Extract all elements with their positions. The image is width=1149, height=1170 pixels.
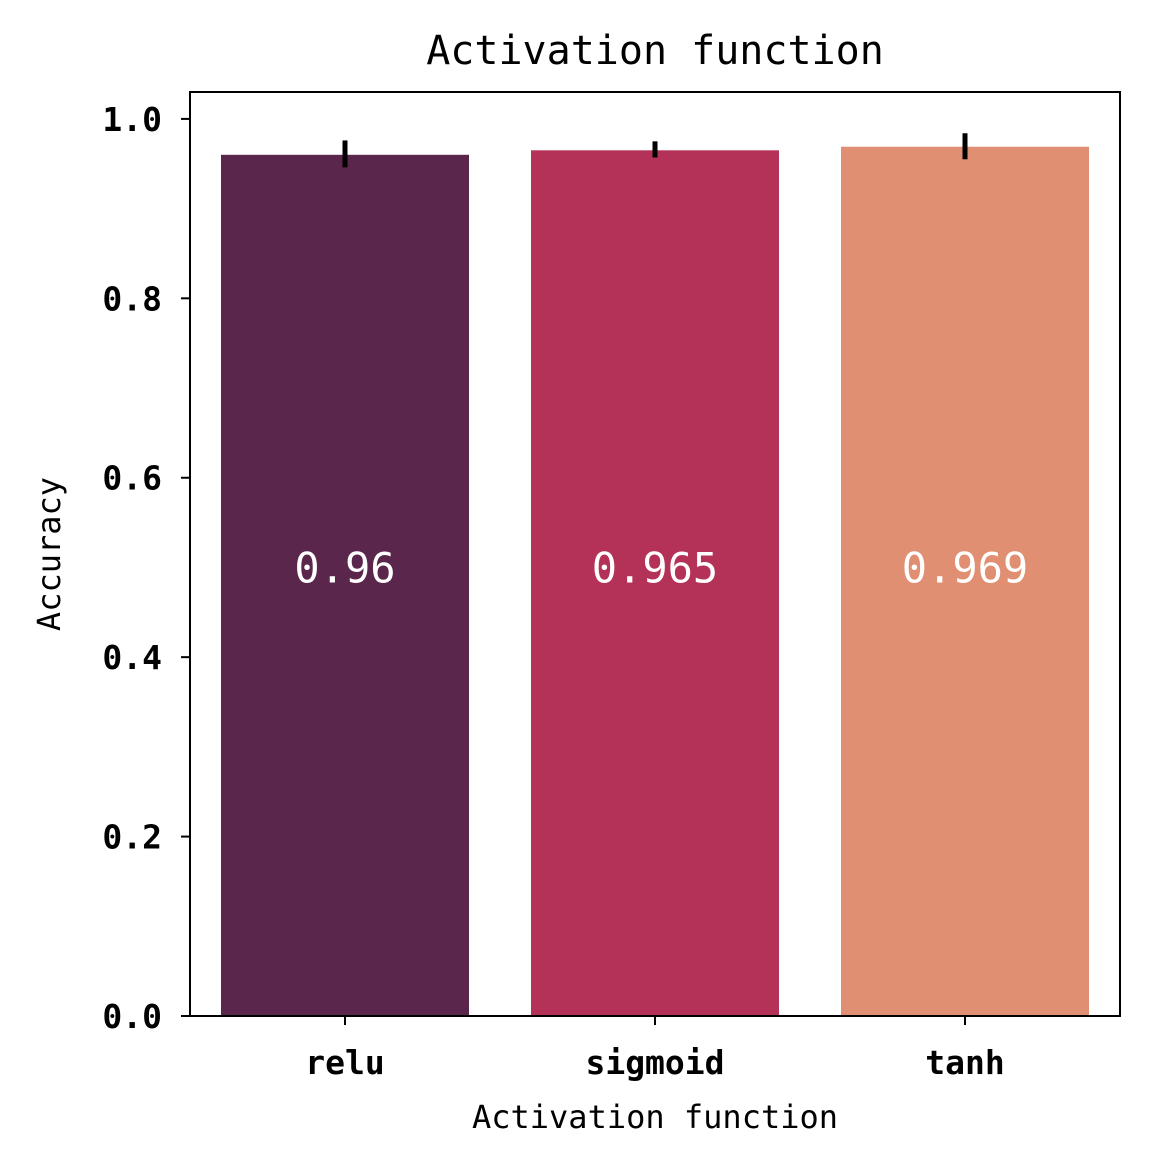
chart-title: Activation function — [426, 28, 884, 74]
x-axis-label: Activation function — [472, 1098, 838, 1136]
bar-tanh — [841, 146, 1089, 1016]
y-tick-label: 0.6 — [102, 459, 162, 498]
y-tick-label: 1.0 — [102, 100, 162, 139]
y-axis-label: Accuracy — [30, 477, 68, 631]
y-tick-label: 0.4 — [102, 638, 162, 677]
x-tick-label-tanh: tanh — [925, 1043, 1004, 1082]
x-axis: relu sigmoid tanh — [305, 1016, 1005, 1082]
bar-relu — [221, 154, 469, 1016]
data-label-tanh: 0.969 — [902, 543, 1028, 592]
error-bars-group — [342, 133, 968, 168]
data-labels-group: 0.96 0.965 0.969 — [294, 543, 1028, 592]
bar-sigmoid — [531, 150, 779, 1017]
data-label-sigmoid: 0.965 — [592, 543, 718, 592]
x-tick-label-relu: relu — [305, 1043, 384, 1082]
x-tick-label-sigmoid: sigmoid — [585, 1043, 724, 1082]
data-label-relu: 0.96 — [294, 543, 395, 592]
y-axis: 0.0 0.2 0.4 0.6 0.8 1.0 — [102, 100, 190, 1036]
y-tick-label: 0.0 — [102, 997, 162, 1036]
y-tick-label: 0.8 — [102, 279, 162, 318]
bars-group — [221, 146, 1089, 1017]
y-tick-label: 0.2 — [102, 818, 162, 857]
